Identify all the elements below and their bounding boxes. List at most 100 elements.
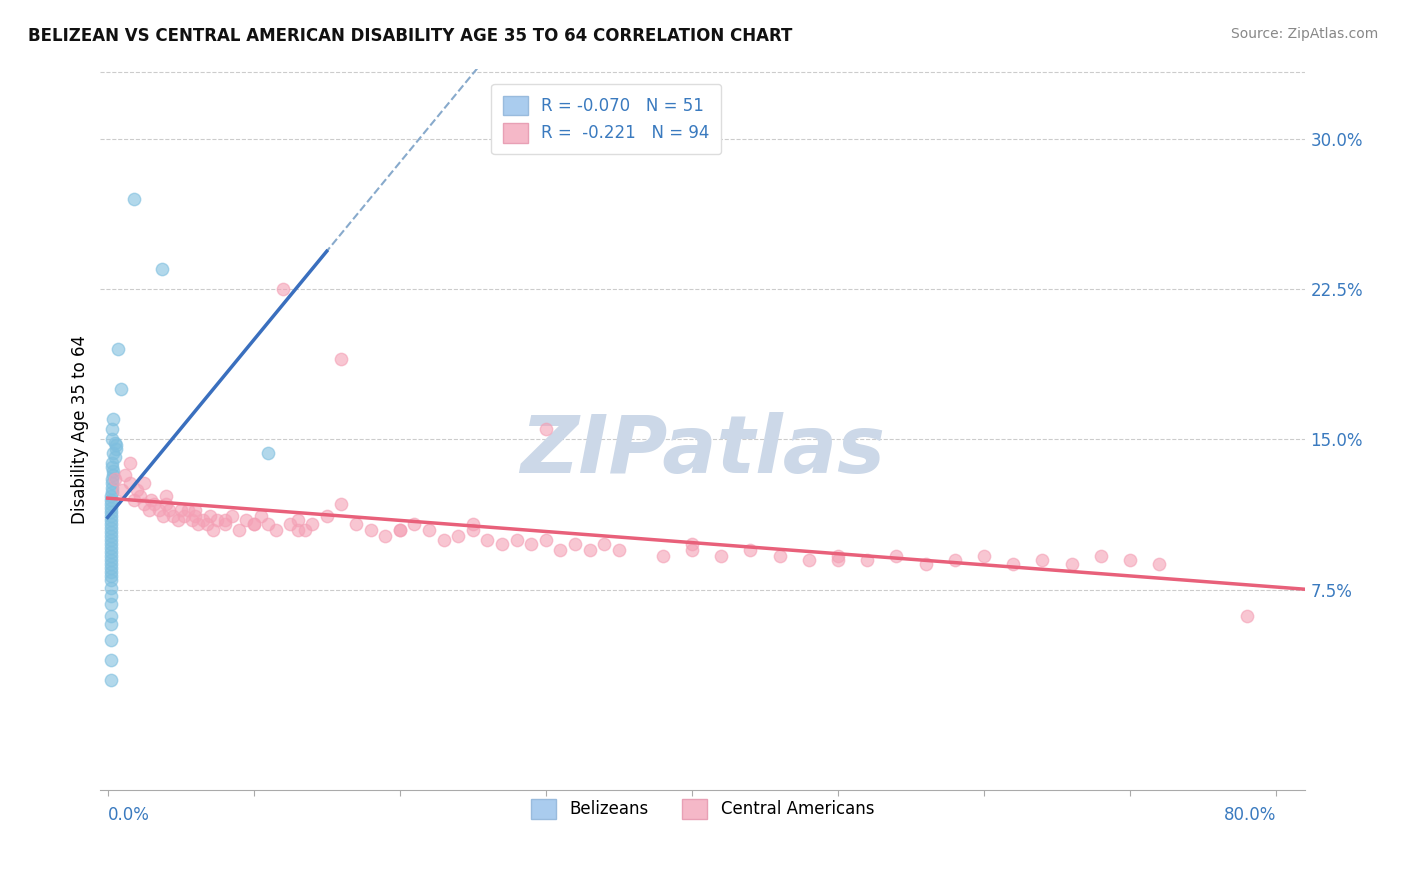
Point: [134, 476, 156, 491]
Point: [118, 476, 141, 491]
Point: [100, 504, 122, 518]
Point: [100, 492, 122, 507]
Point: [101, 433, 124, 447]
Point: [181, 512, 204, 526]
Point: [360, 523, 382, 537]
Point: [710, 549, 733, 563]
Point: [105, 442, 128, 457]
Point: [155, 497, 177, 511]
Point: [250, 508, 273, 523]
Point: [134, 497, 156, 511]
Point: [107, 342, 129, 356]
Point: [1090, 549, 1112, 563]
Point: [101, 422, 124, 436]
Point: [100, 568, 122, 582]
Point: [607, 542, 630, 557]
Point: [418, 523, 440, 537]
Point: [404, 516, 426, 531]
Point: [143, 497, 166, 511]
Point: [125, 483, 148, 497]
Point: [330, 352, 353, 367]
Point: [100, 524, 122, 539]
Point: [344, 516, 367, 531]
Point: [157, 502, 180, 516]
Point: [235, 512, 257, 526]
Point: [100, 541, 122, 555]
Point: [173, 508, 195, 523]
Point: [100, 632, 122, 647]
Point: [100, 552, 122, 566]
Point: [103, 465, 125, 479]
Point: [228, 523, 250, 537]
Point: [201, 523, 224, 537]
Point: [184, 502, 207, 516]
Point: [477, 533, 499, 547]
Point: [1236, 608, 1258, 623]
Point: [520, 536, 543, 550]
Point: [155, 489, 177, 503]
Point: [177, 502, 200, 516]
Point: [100, 512, 122, 526]
Text: Source: ZipAtlas.com: Source: ZipAtlas.com: [1230, 27, 1378, 41]
Point: [943, 552, 966, 566]
Point: [886, 549, 908, 563]
Point: [768, 549, 790, 563]
Point: [103, 468, 125, 483]
Point: [1060, 557, 1083, 571]
Point: [914, 557, 936, 571]
Point: [205, 512, 228, 526]
Point: [141, 492, 163, 507]
Point: [681, 536, 703, 550]
Point: [315, 508, 337, 523]
Point: [374, 528, 396, 542]
Text: ZIPatlas: ZIPatlas: [520, 412, 886, 490]
Point: [388, 523, 411, 537]
Point: [100, 508, 122, 523]
Point: [461, 516, 484, 531]
Point: [104, 473, 127, 487]
Point: [150, 262, 173, 277]
Legend: Belizeans, Central Americans: Belizeans, Central Americans: [524, 793, 882, 825]
Point: [827, 549, 849, 563]
Point: [128, 489, 150, 503]
Point: [564, 536, 586, 550]
Point: [100, 549, 122, 563]
Point: [973, 549, 995, 563]
Point: [447, 528, 470, 542]
Point: [827, 552, 849, 566]
Point: [101, 476, 124, 491]
Point: [100, 533, 122, 547]
Text: 0.0%: 0.0%: [108, 806, 149, 824]
Point: [214, 516, 236, 531]
Point: [578, 542, 600, 557]
Point: [191, 512, 214, 526]
Point: [1119, 552, 1142, 566]
Point: [100, 536, 122, 550]
Point: [100, 489, 122, 503]
Point: [152, 508, 174, 523]
Point: [103, 412, 125, 426]
Point: [100, 589, 122, 603]
Point: [221, 508, 243, 523]
Y-axis label: Disability Age 35 to 64: Disability Age 35 to 64: [72, 334, 89, 524]
Point: [101, 484, 124, 499]
Point: [1031, 552, 1053, 566]
Point: [162, 508, 184, 523]
Point: [593, 536, 616, 550]
Point: [118, 457, 141, 471]
Point: [433, 533, 456, 547]
Point: [187, 516, 209, 531]
Point: [122, 492, 145, 507]
Point: [105, 438, 128, 452]
Point: [534, 533, 557, 547]
Point: [740, 542, 762, 557]
Point: [242, 516, 264, 531]
Point: [461, 523, 484, 537]
Point: [148, 502, 170, 516]
Point: [287, 523, 309, 537]
Point: [138, 502, 160, 516]
Point: [100, 673, 122, 687]
Point: [100, 581, 122, 595]
Point: [114, 468, 136, 483]
Point: [100, 573, 122, 587]
